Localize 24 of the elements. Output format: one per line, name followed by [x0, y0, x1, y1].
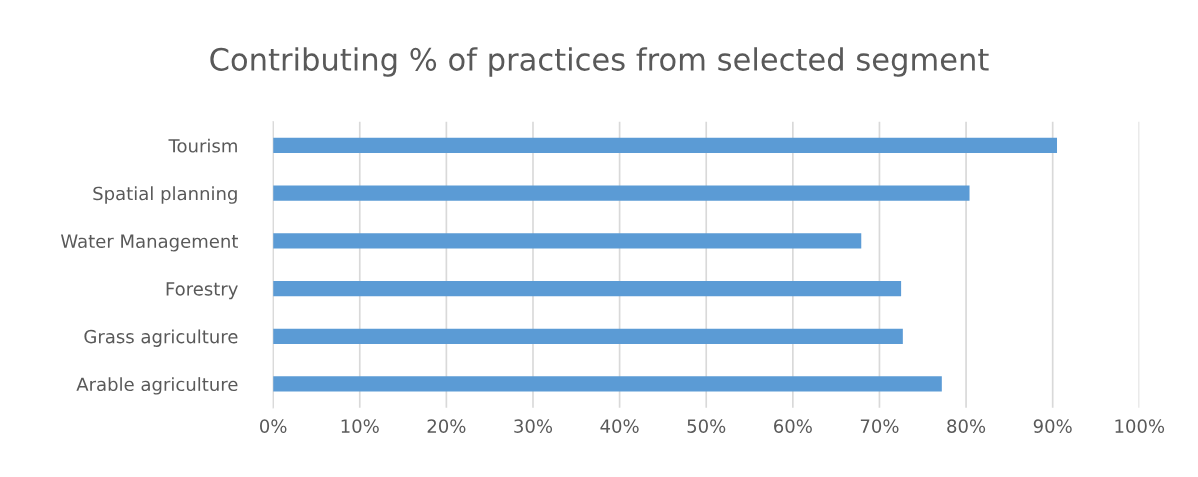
bar [273, 328, 903, 344]
x-tick-label: 0% [260, 419, 287, 433]
y-tick-label: Tourism [168, 138, 237, 153]
x-tick-label: 10% [341, 419, 379, 433]
chart-title: Contributing % of practices from selected segment [210, 47, 989, 77]
x-tick-label: 100% [1115, 419, 1165, 433]
bar [273, 233, 862, 249]
x-tick-label: 70% [860, 419, 899, 433]
bar [273, 137, 1058, 154]
x-tick-label: 80% [947, 419, 986, 433]
x-tick-label: 30% [514, 419, 553, 433]
x-tick-label: 20% [427, 419, 466, 433]
y-tick-label: Water Management [60, 234, 238, 252]
y-tick-label: Spatial planning [93, 186, 237, 204]
y-tick-label: Arable agriculture [76, 377, 238, 395]
y-tick-label: Forestry [166, 282, 238, 300]
bar [273, 376, 942, 392]
x-tick-label: 90% [1033, 419, 1072, 433]
y-tick-label: Grass agriculture [84, 329, 238, 347]
bar [273, 280, 902, 297]
bar [273, 185, 970, 201]
x-tick-label: 40% [600, 419, 639, 433]
x-tick-label: 60% [774, 419, 812, 433]
x-tick-label: 50% [687, 419, 726, 433]
